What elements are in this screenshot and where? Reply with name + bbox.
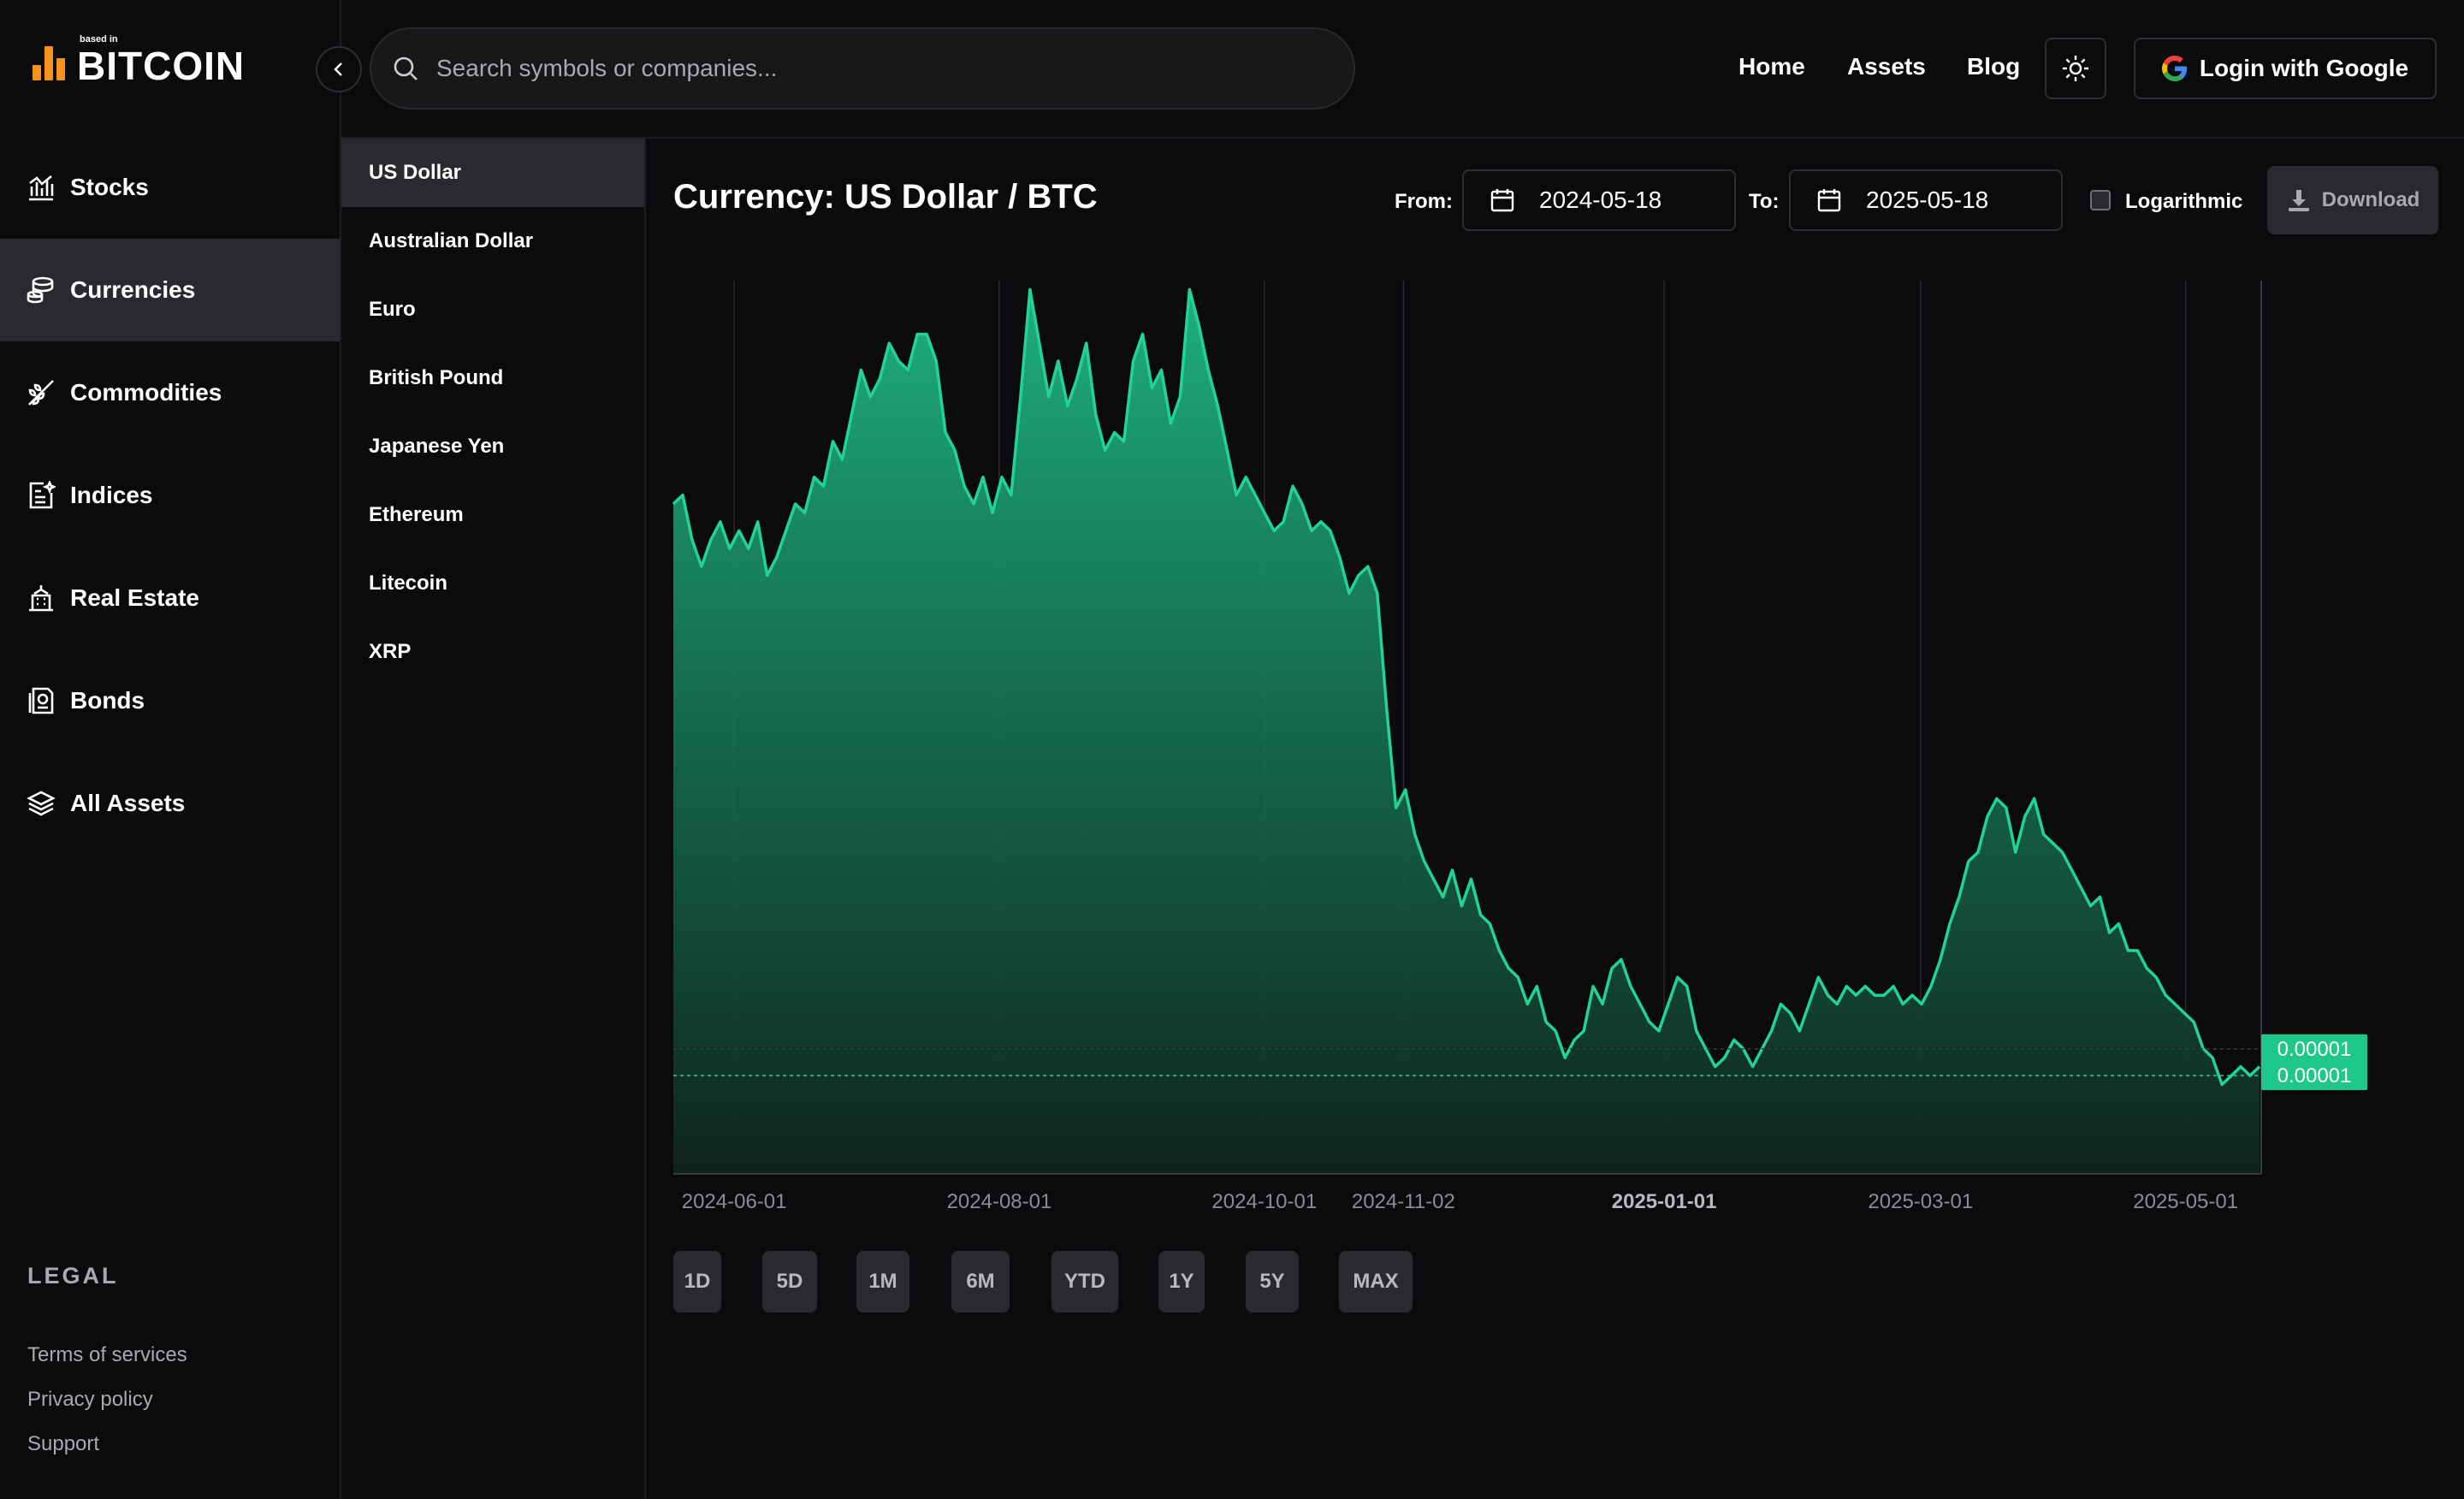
range-button-1d[interactable]: 1D: [673, 1251, 721, 1312]
sidebar-item-label: All Assets: [70, 790, 186, 816]
sidebar-item-label: Bonds: [70, 687, 145, 714]
brand-logo[interactable]: based in BITCOIN: [33, 31, 255, 91]
currency-item-us-dollar[interactable]: US Dollar: [341, 139, 644, 207]
sidebar-item-label: Indices: [70, 482, 153, 508]
sidebar-item-commodities[interactable]: Commodities: [0, 341, 340, 444]
coins-icon: [26, 275, 56, 305]
x-axis-ticks: 2024-06-01 2024-08-01 2024-10-01 2024-11-02…: [682, 1190, 2238, 1213]
calendar-icon: [1817, 189, 1841, 212]
logarithmic-checkbox[interactable]: [2090, 190, 2111, 210]
sidebar-item-bonds[interactable]: Bonds: [0, 649, 340, 752]
sidebar-item-real-estate[interactable]: Real Estate: [0, 547, 340, 649]
chevron-left-icon: [334, 62, 342, 76]
sidebar-item-indices[interactable]: Indices: [0, 444, 340, 547]
to-label: To:: [1749, 190, 1780, 213]
support-link[interactable]: Support: [27, 1432, 100, 1455]
price-tag: [2261, 1061, 2367, 1091]
download-icon: [2288, 190, 2309, 211]
sidebar-item-label: Currencies: [70, 276, 196, 303]
nav-blog-link[interactable]: Blog: [1967, 53, 2021, 80]
sidebar-item-label: Commodities: [70, 379, 222, 406]
x-tick-label: 2025-01-01: [1612, 1190, 1717, 1213]
from-date-picker[interactable]: 2024-05-18: [1462, 169, 1736, 231]
x-tick-label: 2024-08-01: [947, 1190, 1052, 1213]
index-list-icon: [26, 480, 56, 511]
logo-bars-icon: [33, 46, 68, 80]
range-button-max[interactable]: MAX: [1339, 1251, 1413, 1312]
currency-item-australian-dollar[interactable]: Australian Dollar: [369, 229, 534, 252]
currency-item-xrp[interactable]: XRP: [369, 640, 412, 663]
bond-document-icon: [26, 685, 56, 716]
download-label: Download: [2321, 188, 2420, 211]
header-divider: [341, 137, 2464, 139]
nav-assets-link[interactable]: Assets: [1847, 53, 1926, 80]
price-tags: 0.00001 0.00001: [2261, 1034, 2367, 1091]
collapse-sidebar-button[interactable]: [316, 46, 362, 92]
wheat-icon: [26, 377, 56, 408]
sun-icon: [2063, 56, 2088, 81]
x-tick-label: 2024-06-01: [682, 1190, 787, 1213]
sidebar-item-all-assets[interactable]: All Assets: [0, 752, 340, 855]
price-line: [672, 287, 2261, 1087]
price-area: [673, 289, 2260, 1174]
legal-heading: LEGAL: [27, 1263, 119, 1289]
to-date-value: 2025-05-18: [1866, 187, 1989, 213]
range-button-1y[interactable]: 1Y: [1158, 1251, 1205, 1312]
range-button-5d[interactable]: 5D: [762, 1251, 817, 1312]
price-tag-label: 0.00001: [2277, 1038, 2352, 1061]
sidebar-item-label: Stocks: [70, 174, 149, 200]
x-tick-label: 2025-03-01: [1868, 1190, 1973, 1213]
bar-chart-icon: [26, 172, 56, 203]
from-label: From:: [1395, 190, 1453, 213]
chart-title: Currency: US Dollar / BTC: [673, 178, 1098, 216]
logo-tagline: based in: [80, 34, 118, 44]
price-tag-label: 0.00001: [2277, 1064, 2352, 1087]
login-google-button[interactable]: Login with Google: [2134, 38, 2437, 99]
search-bar[interactable]: [370, 27, 1355, 110]
currency-item-japanese-yen[interactable]: Japanese Yen: [369, 435, 505, 458]
range-button-5y[interactable]: 5Y: [1246, 1251, 1299, 1312]
logarithmic-label: Logarithmic: [2125, 190, 2243, 213]
price-chart[interactable]: 2024-06-01 2024-08-01 2024-10-01 2024-11-02…: [650, 257, 2378, 1223]
sidebar-item-label: Real Estate: [70, 584, 199, 611]
privacy-link[interactable]: Privacy policy: [27, 1388, 153, 1411]
currency-item-ethereum[interactable]: Ethereum: [369, 503, 464, 526]
x-tick-label: 2024-11-02: [1352, 1190, 1455, 1213]
search-icon: [394, 56, 418, 80]
sidebar-item-currencies[interactable]: Currencies: [0, 239, 340, 341]
price-tag: [2261, 1034, 2367, 1064]
nav-home-link[interactable]: Home: [1738, 53, 1805, 80]
terms-link[interactable]: Terms of services: [27, 1343, 187, 1366]
from-date-value: 2024-05-18: [1539, 187, 1662, 213]
building-icon: [26, 583, 56, 613]
currency-list: US Dollar Australian Dollar Euro British…: [341, 139, 646, 1499]
logo-wordmark: BITCOIN: [77, 44, 246, 88]
sidebar-item-stocks[interactable]: Stocks: [0, 136, 340, 239]
download-button[interactable]: Download: [2267, 166, 2438, 234]
currency-item-british-pound[interactable]: British Pound: [369, 366, 504, 389]
x-tick-label: 2025-05-01: [2133, 1190, 2238, 1213]
login-label: Login with Google: [2199, 55, 2409, 81]
main-sidebar: based in BITCOIN Stocks Currencies: [0, 0, 341, 1499]
calendar-icon: [1490, 189, 1514, 212]
google-icon: [2161, 56, 2187, 81]
theme-toggle-button[interactable]: [2045, 38, 2106, 99]
to-date-picker[interactable]: 2025-05-18: [1789, 169, 2063, 231]
currency-item-euro[interactable]: Euro: [369, 298, 416, 321]
range-button-1m[interactable]: 1M: [856, 1251, 909, 1312]
currency-item-litecoin[interactable]: Litecoin: [369, 572, 448, 595]
range-button-ytd[interactable]: YTD: [1051, 1251, 1118, 1312]
layers-icon: [26, 788, 56, 819]
search-input[interactable]: [436, 55, 1292, 82]
x-tick-label: 2024-10-01: [1211, 1190, 1317, 1213]
range-button-6m[interactable]: 6M: [951, 1251, 1010, 1312]
